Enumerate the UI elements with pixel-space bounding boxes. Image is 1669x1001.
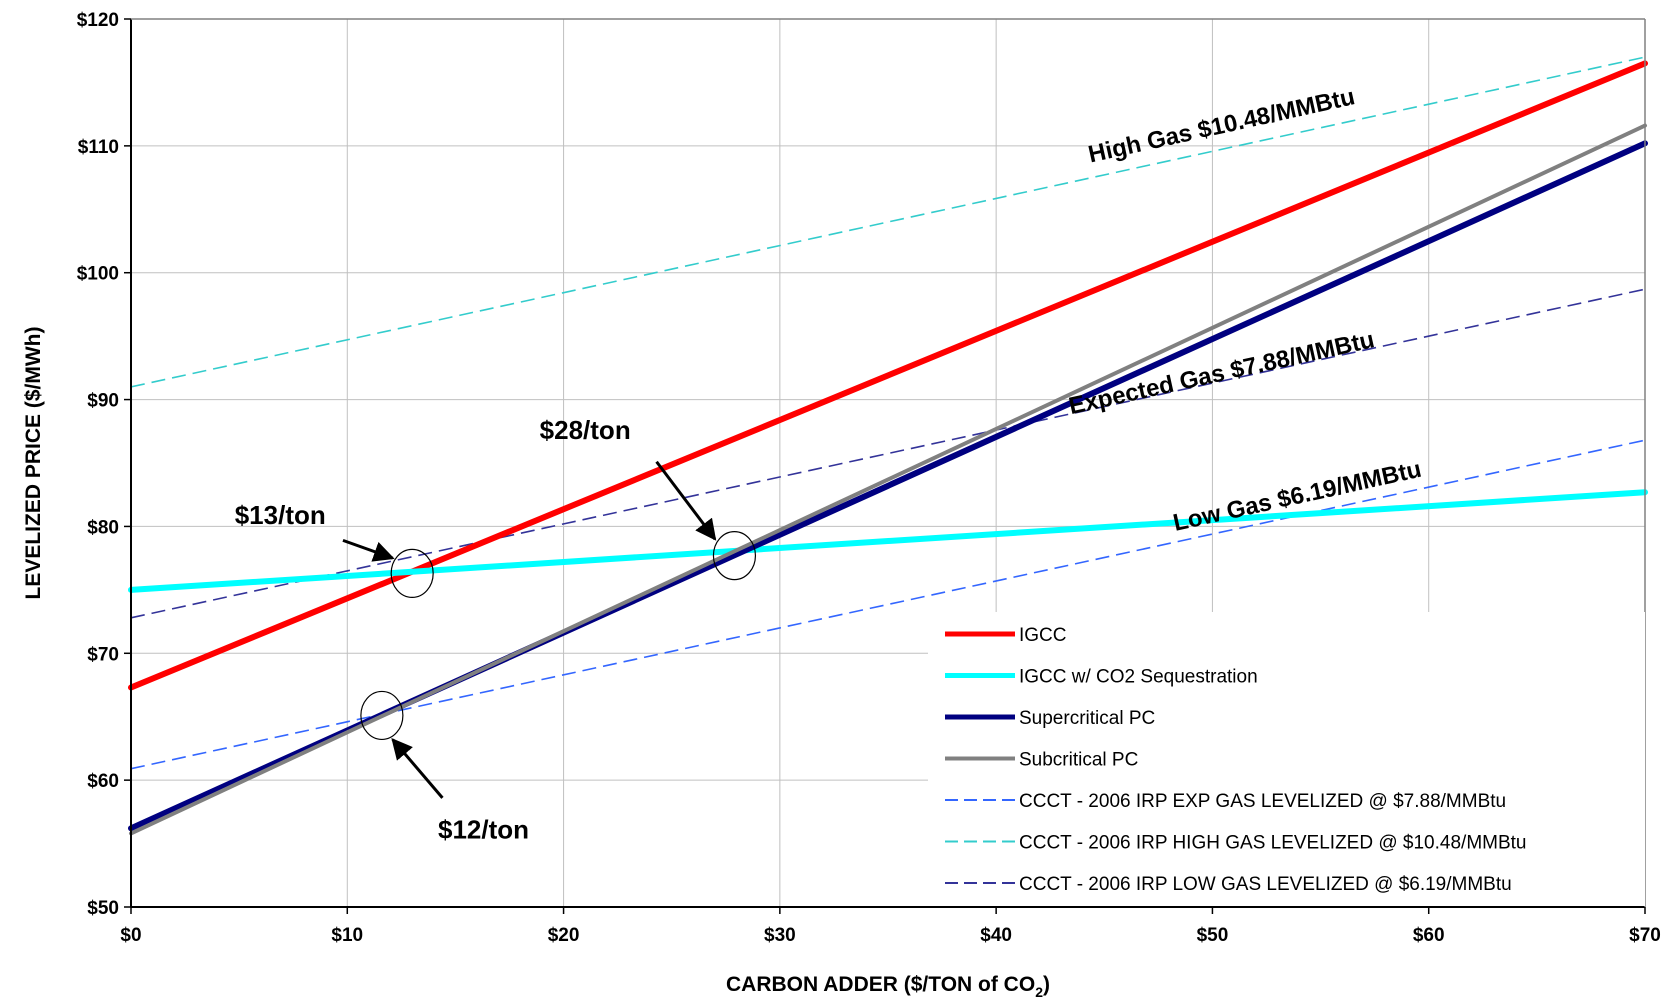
y-tick-label: $120 (77, 10, 119, 31)
y-tick-label: $90 (87, 391, 119, 412)
x-tick-label: $40 (980, 925, 1012, 946)
legend: IGCC IGCC w/ CO2 Sequestration Supercritic… (928, 612, 1645, 906)
legend-box (928, 612, 1645, 906)
x-tick-label: $20 (548, 925, 580, 946)
x-tick-label: $0 (120, 925, 141, 946)
axes (130, 18, 1646, 908)
x-axis-label-sub: 2 (1035, 984, 1043, 1000)
legend-label: Supercritical PC (1019, 708, 1155, 729)
annotation-label: $28/ton (540, 415, 631, 445)
legend-label: Subcritical PC (1019, 750, 1138, 771)
series-line-7 (130, 288, 1646, 619)
x-tick-label: $10 (331, 925, 363, 946)
y-axis-label: LEVELIZED PRICE ($/MWh) (22, 327, 45, 600)
x-axis-label-main: CARBON ADDER ($/TON of CO (726, 973, 1035, 996)
series-line-4 (129, 123, 1647, 836)
y-tick-label: $50 (87, 898, 119, 919)
annotation-arrow (391, 737, 444, 799)
legend-label: CCCT - 2006 IRP EXP GAS LEVELIZED @ $7.8… (1019, 791, 1506, 812)
annotation-label: $12/ton (438, 814, 529, 844)
series-line-1 (128, 60, 1648, 691)
annotation-label: $13/ton (235, 500, 326, 530)
x-tick-label: $70 (1629, 925, 1661, 946)
y-tick-label: $110 (78, 137, 119, 158)
intersection-circle (390, 548, 434, 598)
legend-label: CCCT - 2006 IRP LOW GAS LEVELIZED @ $6.1… (1019, 874, 1512, 895)
x-axis-label: CARBON ADDER ($/TON of CO2) (726, 973, 1050, 1000)
series-line-2 (128, 489, 1648, 593)
x-axis-label-end: ) (1043, 973, 1050, 996)
annotation-arrow (655, 460, 717, 541)
annotations: $13/ton $28/ton $12/ton (235, 415, 757, 844)
legend-label: CCCT - 2006 IRP HIGH GAS LEVELIZED @ $10… (1019, 833, 1527, 854)
legend-label: IGCC w/ CO2 Sequestration (1019, 667, 1258, 688)
y-tick-label: $70 (87, 644, 119, 665)
axis-ticks: $50 $60 $70 $80 $90 $100 $110 $120 $0 $10 $20 $30 $4… (77, 10, 1661, 946)
annotation-arrow (342, 538, 395, 562)
x-tick-label: $30 (764, 925, 796, 946)
y-tick-label: $80 (87, 517, 119, 538)
x-tick-label: $60 (1413, 925, 1445, 946)
x-tick-label: $50 (1197, 925, 1229, 946)
y-tick-label: $100 (77, 264, 119, 285)
legend-label: IGCC (1019, 625, 1067, 646)
series-line-6 (130, 56, 1646, 388)
intersection-circle (712, 531, 757, 581)
intersection-circle (360, 690, 404, 741)
series-lines (128, 56, 1648, 836)
y-tick-label: $60 (87, 771, 119, 792)
